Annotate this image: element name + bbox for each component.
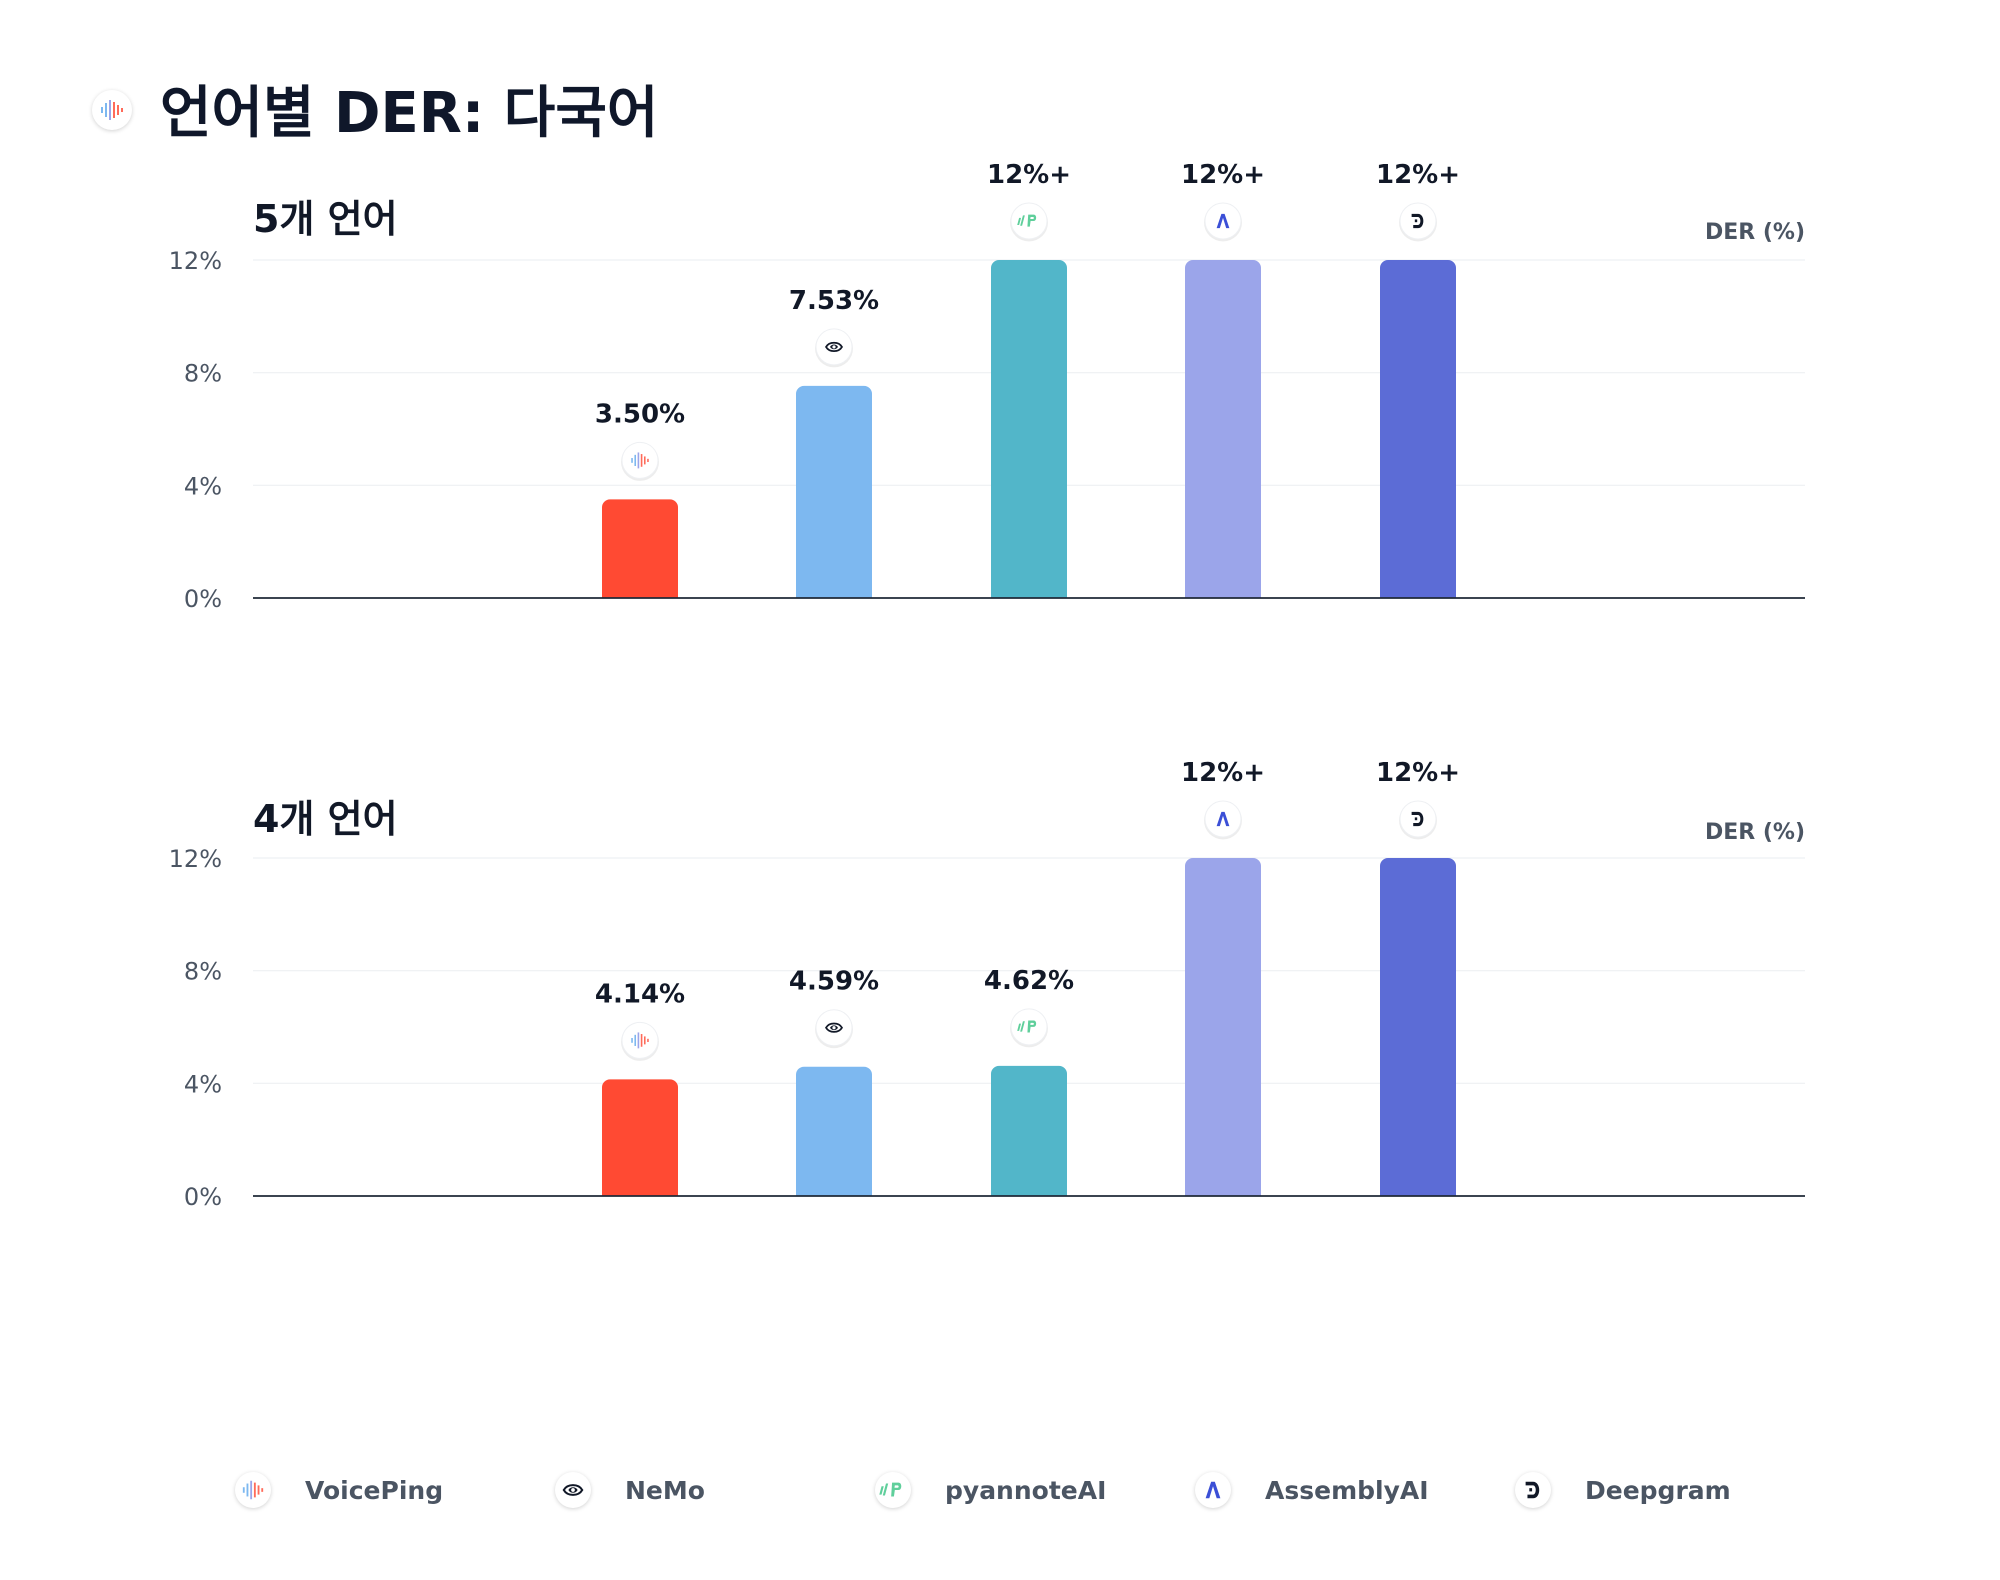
data-label: 12%+ [1181, 758, 1265, 788]
data-label: 3.50% [595, 399, 685, 429]
pyannoteai-logo-icon [875, 1472, 911, 1508]
y-tick-label: 8% [184, 958, 222, 986]
y-tick-label: 0% [184, 585, 222, 613]
deepgram-logo-icon [1399, 202, 1437, 242]
y-tick-label: 8% [184, 360, 222, 388]
deepgram-logo-icon [1399, 800, 1437, 840]
chart-subtitle: 5개 언어 [253, 197, 398, 241]
data-label: 7.53% [789, 286, 879, 316]
assemblyai-logo-icon [1204, 202, 1242, 242]
bar-nemo [796, 1066, 872, 1196]
nemo-logo-icon [815, 328, 853, 368]
bar-base [796, 1186, 872, 1196]
y-tick-label: 4% [184, 472, 222, 500]
data-label: 12%+ [1376, 160, 1460, 190]
bar-base [796, 588, 872, 598]
data-label: 4.14% [595, 979, 685, 1009]
bar-base [991, 1186, 1067, 1196]
data-label: 12%+ [1181, 160, 1265, 190]
chart-panel-1: 5개 언어 DER (%) 0% 4% 8% 12% 3.50% 7.53% 12%+ 12%+ 1… [169, 160, 1805, 613]
bar-assemblyai [1185, 260, 1261, 598]
bar-pyannoteai [991, 260, 1067, 598]
y-tick-label: 0% [184, 1183, 222, 1211]
legend-item-assemblyai: AssemblyAI [1195, 1460, 1429, 1520]
bar-assemblyai [1185, 858, 1261, 1196]
bar-base [602, 1186, 678, 1196]
pyannoteai-logo-icon [1010, 1008, 1048, 1048]
data-label: 12%+ [1376, 758, 1460, 788]
bar-base [1380, 1186, 1456, 1196]
nemo-logo-icon [815, 1009, 853, 1049]
bar-base [1185, 1186, 1261, 1196]
legend-item-deepgram: Deepgram [1515, 1460, 1731, 1520]
bar-base [602, 588, 678, 598]
bar-voiceping [602, 499, 678, 598]
y-axis-unit: DER (%) [1705, 220, 1805, 245]
data-label: 12%+ [987, 160, 1071, 190]
y-tick-label: 12% [169, 247, 222, 275]
y-tick-label: 12% [169, 845, 222, 873]
nemo-logo-icon [555, 1472, 591, 1508]
chart-subtitle: 4개 언어 [253, 797, 398, 841]
voiceping-logo-icon [235, 1472, 271, 1508]
assemblyai-logo-icon [1204, 800, 1242, 840]
chart-panel-2: 4개 언어 DER (%) 0% 4% 8% 12% 4.14% 4.59% 4.62% 12%+… [169, 758, 1805, 1211]
page-title: 언어별 DER: 다국어 [160, 81, 659, 146]
bar-base [1380, 588, 1456, 598]
voiceping-logo-icon [92, 90, 132, 130]
bar-deepgram [1380, 260, 1456, 598]
legend-label: AssemblyAI [1265, 1475, 1429, 1505]
legend: VoicePing NeMo pyannoteAI AssemblyAI Deepgra… [0, 1460, 2000, 1520]
voiceping-logo-icon [621, 441, 659, 481]
bar-voiceping [602, 1079, 678, 1196]
legend-item-pyannoteai: pyannoteAI [875, 1460, 1106, 1520]
y-tick-label: 4% [184, 1070, 222, 1098]
bar-base [991, 588, 1067, 598]
bar-deepgram [1380, 858, 1456, 1196]
deepgram-logo-icon [1515, 1472, 1551, 1508]
legend-item-nemo: NeMo [555, 1460, 705, 1520]
legend-item-voiceping: VoicePing [235, 1460, 443, 1520]
legend-label: VoicePing [305, 1475, 444, 1505]
legend-label: NeMo [625, 1475, 705, 1505]
voiceping-logo-icon [621, 1021, 659, 1061]
legend-label: Deepgram [1585, 1475, 1731, 1505]
bar-nemo [796, 385, 872, 598]
bar-pyannoteai [991, 1065, 1067, 1196]
legend-label: pyannoteAI [945, 1475, 1107, 1505]
charts-canvas: 5개 언어 DER (%) 0% 4% 8% 12% 3.50% 7.53% 12%+ 12%+ 1… [169, 160, 1805, 1211]
data-label: 4.62% [984, 966, 1074, 996]
y-axis-unit: DER (%) [1705, 820, 1805, 845]
assemblyai-logo-icon [1195, 1472, 1231, 1508]
bar-base [1185, 588, 1261, 598]
data-label: 4.59% [789, 967, 879, 997]
title-logo-wrap [92, 70, 132, 150]
pyannoteai-logo-icon [1010, 202, 1048, 242]
